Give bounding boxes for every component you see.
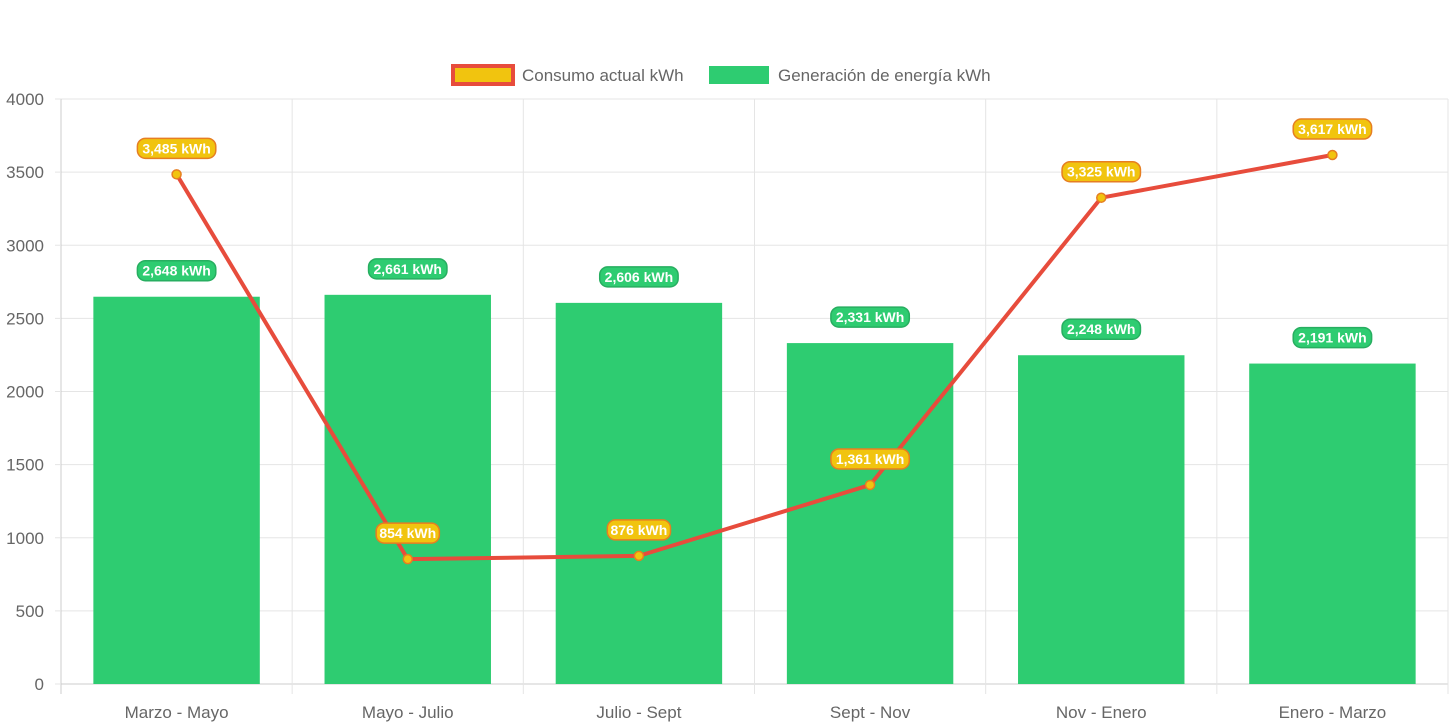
data-label-consumo-bg — [606, 519, 672, 541]
y-axis: 0 500 1000 1500 2000 2500 3000 3500 4000 — [6, 90, 61, 694]
data-label-consumo: 1,361 kWh — [830, 448, 911, 470]
data-label-generacion-text: 2,661 kWh — [374, 261, 442, 277]
x-axis: Marzo - Mayo Mayo - Julio Julio - Sept Sept… — [125, 703, 1387, 722]
data-label-generacion: 2,331 kWh — [830, 306, 911, 328]
grid-lines — [60, 98, 1449, 694]
bar-generacion — [1018, 355, 1185, 684]
legend-label-consumo: Consumo actual kWh — [522, 66, 684, 85]
data-label-generacion-text: 2,648 kWh — [142, 263, 210, 279]
y-tick-label: 1000 — [6, 529, 44, 548]
bar-generacion — [786, 343, 954, 684]
point-consumo — [1327, 149, 1338, 161]
data-label-consumo-bg — [830, 448, 911, 470]
data-label-generacion: 2,661 kWh — [367, 258, 448, 280]
point-consumo — [633, 550, 645, 562]
data-label-consumo: 876 kWh — [606, 519, 672, 541]
data-label-generacion: 2,606 kWh — [598, 266, 679, 288]
x-tick-label: Nov - Enero — [1056, 703, 1147, 722]
line-consumo — [174, 153, 1333, 562]
legend-label-generacion: Generación de energía kWh — [778, 66, 991, 85]
data-label-generacion: 2,191 kWh — [1292, 326, 1373, 349]
data-label-consumo: 3,485 kWh — [136, 137, 217, 160]
y-tick-label: 0 — [35, 675, 44, 694]
x-tick-label: Mayo - Julio — [362, 703, 454, 722]
data-labels: 2,648 kWh 2,661 kWh 2,606 kWh 2,331 kWh 2,24… — [136, 118, 1373, 544]
data-label-consumo-text: 3,617 kWh — [1298, 121, 1366, 137]
point-consumo — [171, 169, 182, 180]
data-label-consumo: 3,325 kWh — [1061, 160, 1142, 183]
data-label-generacion-bg — [136, 259, 217, 282]
bar-generacion — [324, 294, 491, 684]
y-tick-label: 3500 — [6, 163, 44, 182]
legend-item-generacion[interactable]: Generación de energía kWh — [709, 66, 991, 85]
data-label-consumo-bg — [136, 137, 217, 160]
data-label-generacion-bg — [598, 266, 679, 288]
data-label-consumo-bg — [1292, 118, 1373, 140]
data-label-generacion-bg — [830, 306, 911, 328]
data-label-consumo-bg — [375, 522, 441, 544]
data-label-consumo-text: 876 kWh — [611, 522, 668, 538]
data-label-generacion-text: 2,248 kWh — [1067, 321, 1135, 337]
bar-series-generacion — [93, 294, 1416, 684]
data-label-generacion: 2,648 kWh — [136, 259, 217, 282]
data-label-generacion-text: 2,191 kWh — [1298, 330, 1366, 346]
data-label-consumo-text: 3,325 kWh — [1067, 164, 1135, 180]
y-tick-label: 3000 — [6, 236, 44, 255]
y-tick-label: 2500 — [6, 309, 44, 328]
data-label-consumo-text: 1,361 kWh — [836, 451, 904, 467]
data-label-generacion-bg — [1292, 326, 1373, 349]
data-label-generacion-bg — [1061, 318, 1142, 340]
data-label-consumo-text: 3,485 kWh — [142, 140, 210, 156]
y-tick-label: 2000 — [6, 383, 44, 402]
legend[interactable]: Consumo actual kWh Generación de energía… — [451, 64, 991, 86]
y-tick-label: 1500 — [6, 456, 44, 475]
point-consumo — [402, 553, 413, 565]
data-label-generacion: 2,248 kWh — [1061, 318, 1142, 340]
data-label-consumo: 854 kWh — [375, 522, 441, 544]
bar-generacion — [1249, 363, 1416, 684]
data-label-consumo-text: 854 kWh — [379, 525, 436, 541]
x-tick-label: Sept - Nov — [830, 703, 911, 722]
data-label-generacion-text: 2,606 kWh — [605, 269, 673, 285]
x-tick-label: Enero - Marzo — [1279, 703, 1387, 722]
legend-swatch-consumo — [451, 64, 515, 86]
line-series-consumo — [171, 149, 1338, 565]
legend-swatch-generacion — [709, 66, 769, 84]
bar-generacion — [93, 296, 260, 684]
data-label-consumo: 3,617 kWh — [1292, 118, 1373, 140]
y-tick-label: 4000 — [6, 90, 44, 109]
y-tick-label: 500 — [16, 602, 44, 621]
point-consumo — [864, 479, 876, 491]
x-tick-label: Julio - Sept — [596, 703, 681, 722]
data-label-consumo-bg — [1061, 160, 1142, 183]
bar-generacion — [555, 302, 723, 684]
data-label-generacion-text: 2,331 kWh — [836, 309, 904, 325]
point-consumo — [1096, 192, 1107, 203]
data-label-generacion-bg — [367, 258, 448, 280]
x-tick-label: Marzo - Mayo — [125, 703, 229, 722]
legend-item-consumo[interactable]: Consumo actual kWh — [451, 64, 684, 86]
